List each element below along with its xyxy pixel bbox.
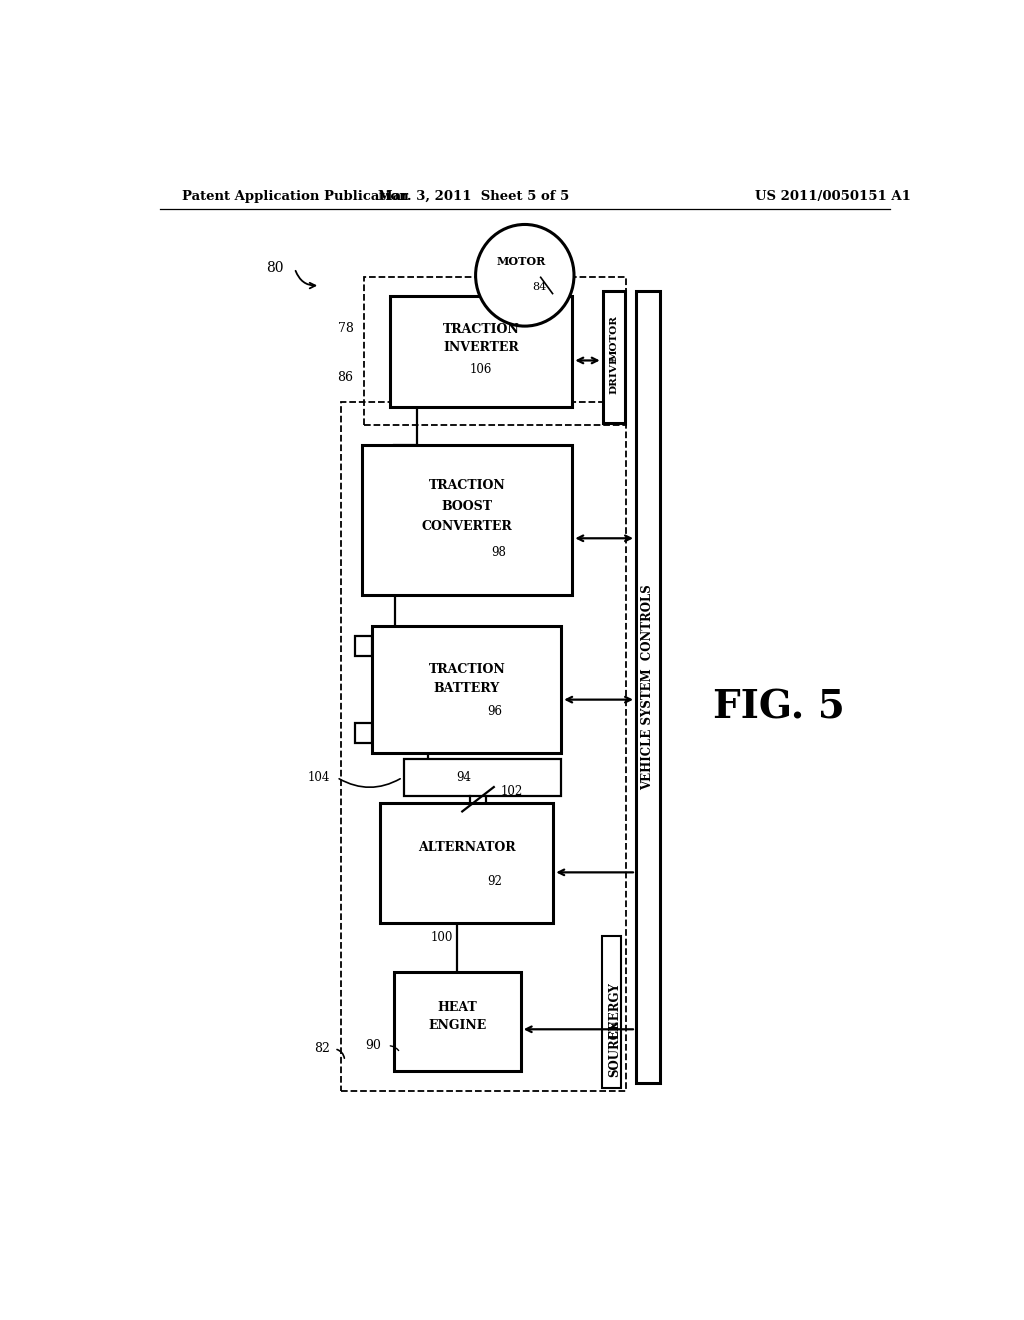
Text: ENGINE: ENGINE bbox=[428, 1019, 486, 1032]
Bar bbox=[355, 722, 373, 743]
Text: 98: 98 bbox=[492, 546, 507, 560]
Bar bbox=[362, 445, 572, 595]
Text: 78: 78 bbox=[338, 322, 353, 335]
Bar bbox=[394, 972, 521, 1071]
Bar bbox=[380, 803, 553, 923]
Text: BATTERY: BATTERY bbox=[434, 682, 500, 694]
Text: FIG. 5: FIG. 5 bbox=[713, 688, 845, 726]
Text: 80: 80 bbox=[266, 261, 284, 275]
Text: 100: 100 bbox=[430, 932, 453, 945]
Text: CONVERTER: CONVERTER bbox=[422, 520, 513, 533]
Bar bbox=[602, 936, 621, 1089]
Text: 96: 96 bbox=[487, 705, 502, 718]
Text: 106: 106 bbox=[470, 363, 493, 376]
Text: 84: 84 bbox=[531, 282, 546, 293]
Text: 90: 90 bbox=[366, 1039, 381, 1052]
Text: 86: 86 bbox=[337, 371, 353, 384]
Text: MOTOR: MOTOR bbox=[497, 256, 546, 267]
Bar bbox=[341, 403, 627, 1092]
Bar bbox=[390, 296, 572, 408]
Text: MOTOR: MOTOR bbox=[609, 315, 618, 362]
Bar bbox=[636, 290, 659, 1084]
Bar bbox=[373, 626, 561, 752]
Text: VEHICLE SYSTEM  CONTROLS: VEHICLE SYSTEM CONTROLS bbox=[641, 583, 654, 789]
Text: SOURCE: SOURCE bbox=[608, 1020, 621, 1077]
Text: 94: 94 bbox=[457, 771, 471, 784]
Ellipse shape bbox=[475, 224, 574, 326]
Text: 88: 88 bbox=[526, 277, 541, 290]
Text: HEAT: HEAT bbox=[437, 1001, 477, 1014]
Text: TRACTION: TRACTION bbox=[429, 479, 506, 492]
Text: ENERGY: ENERGY bbox=[608, 982, 621, 1039]
Text: 82: 82 bbox=[313, 1043, 330, 1055]
Text: TRACTION: TRACTION bbox=[428, 663, 505, 676]
Text: Mar. 3, 2011  Sheet 5 of 5: Mar. 3, 2011 Sheet 5 of 5 bbox=[378, 190, 569, 202]
Bar bbox=[602, 290, 625, 422]
Bar bbox=[365, 277, 627, 425]
Text: ALTERNATOR: ALTERNATOR bbox=[418, 841, 516, 854]
Text: DRIVE: DRIVE bbox=[609, 355, 618, 395]
Text: 102: 102 bbox=[500, 784, 522, 797]
Text: 104: 104 bbox=[307, 771, 330, 784]
Text: INVERTER: INVERTER bbox=[443, 341, 519, 354]
Text: BOOST: BOOST bbox=[441, 499, 493, 512]
Bar bbox=[404, 759, 561, 796]
Text: 92: 92 bbox=[487, 875, 502, 887]
Text: Patent Application Publication: Patent Application Publication bbox=[182, 190, 409, 202]
Text: TRACTION: TRACTION bbox=[442, 322, 519, 335]
Text: US 2011/0050151 A1: US 2011/0050151 A1 bbox=[755, 190, 910, 202]
Bar bbox=[355, 636, 373, 656]
